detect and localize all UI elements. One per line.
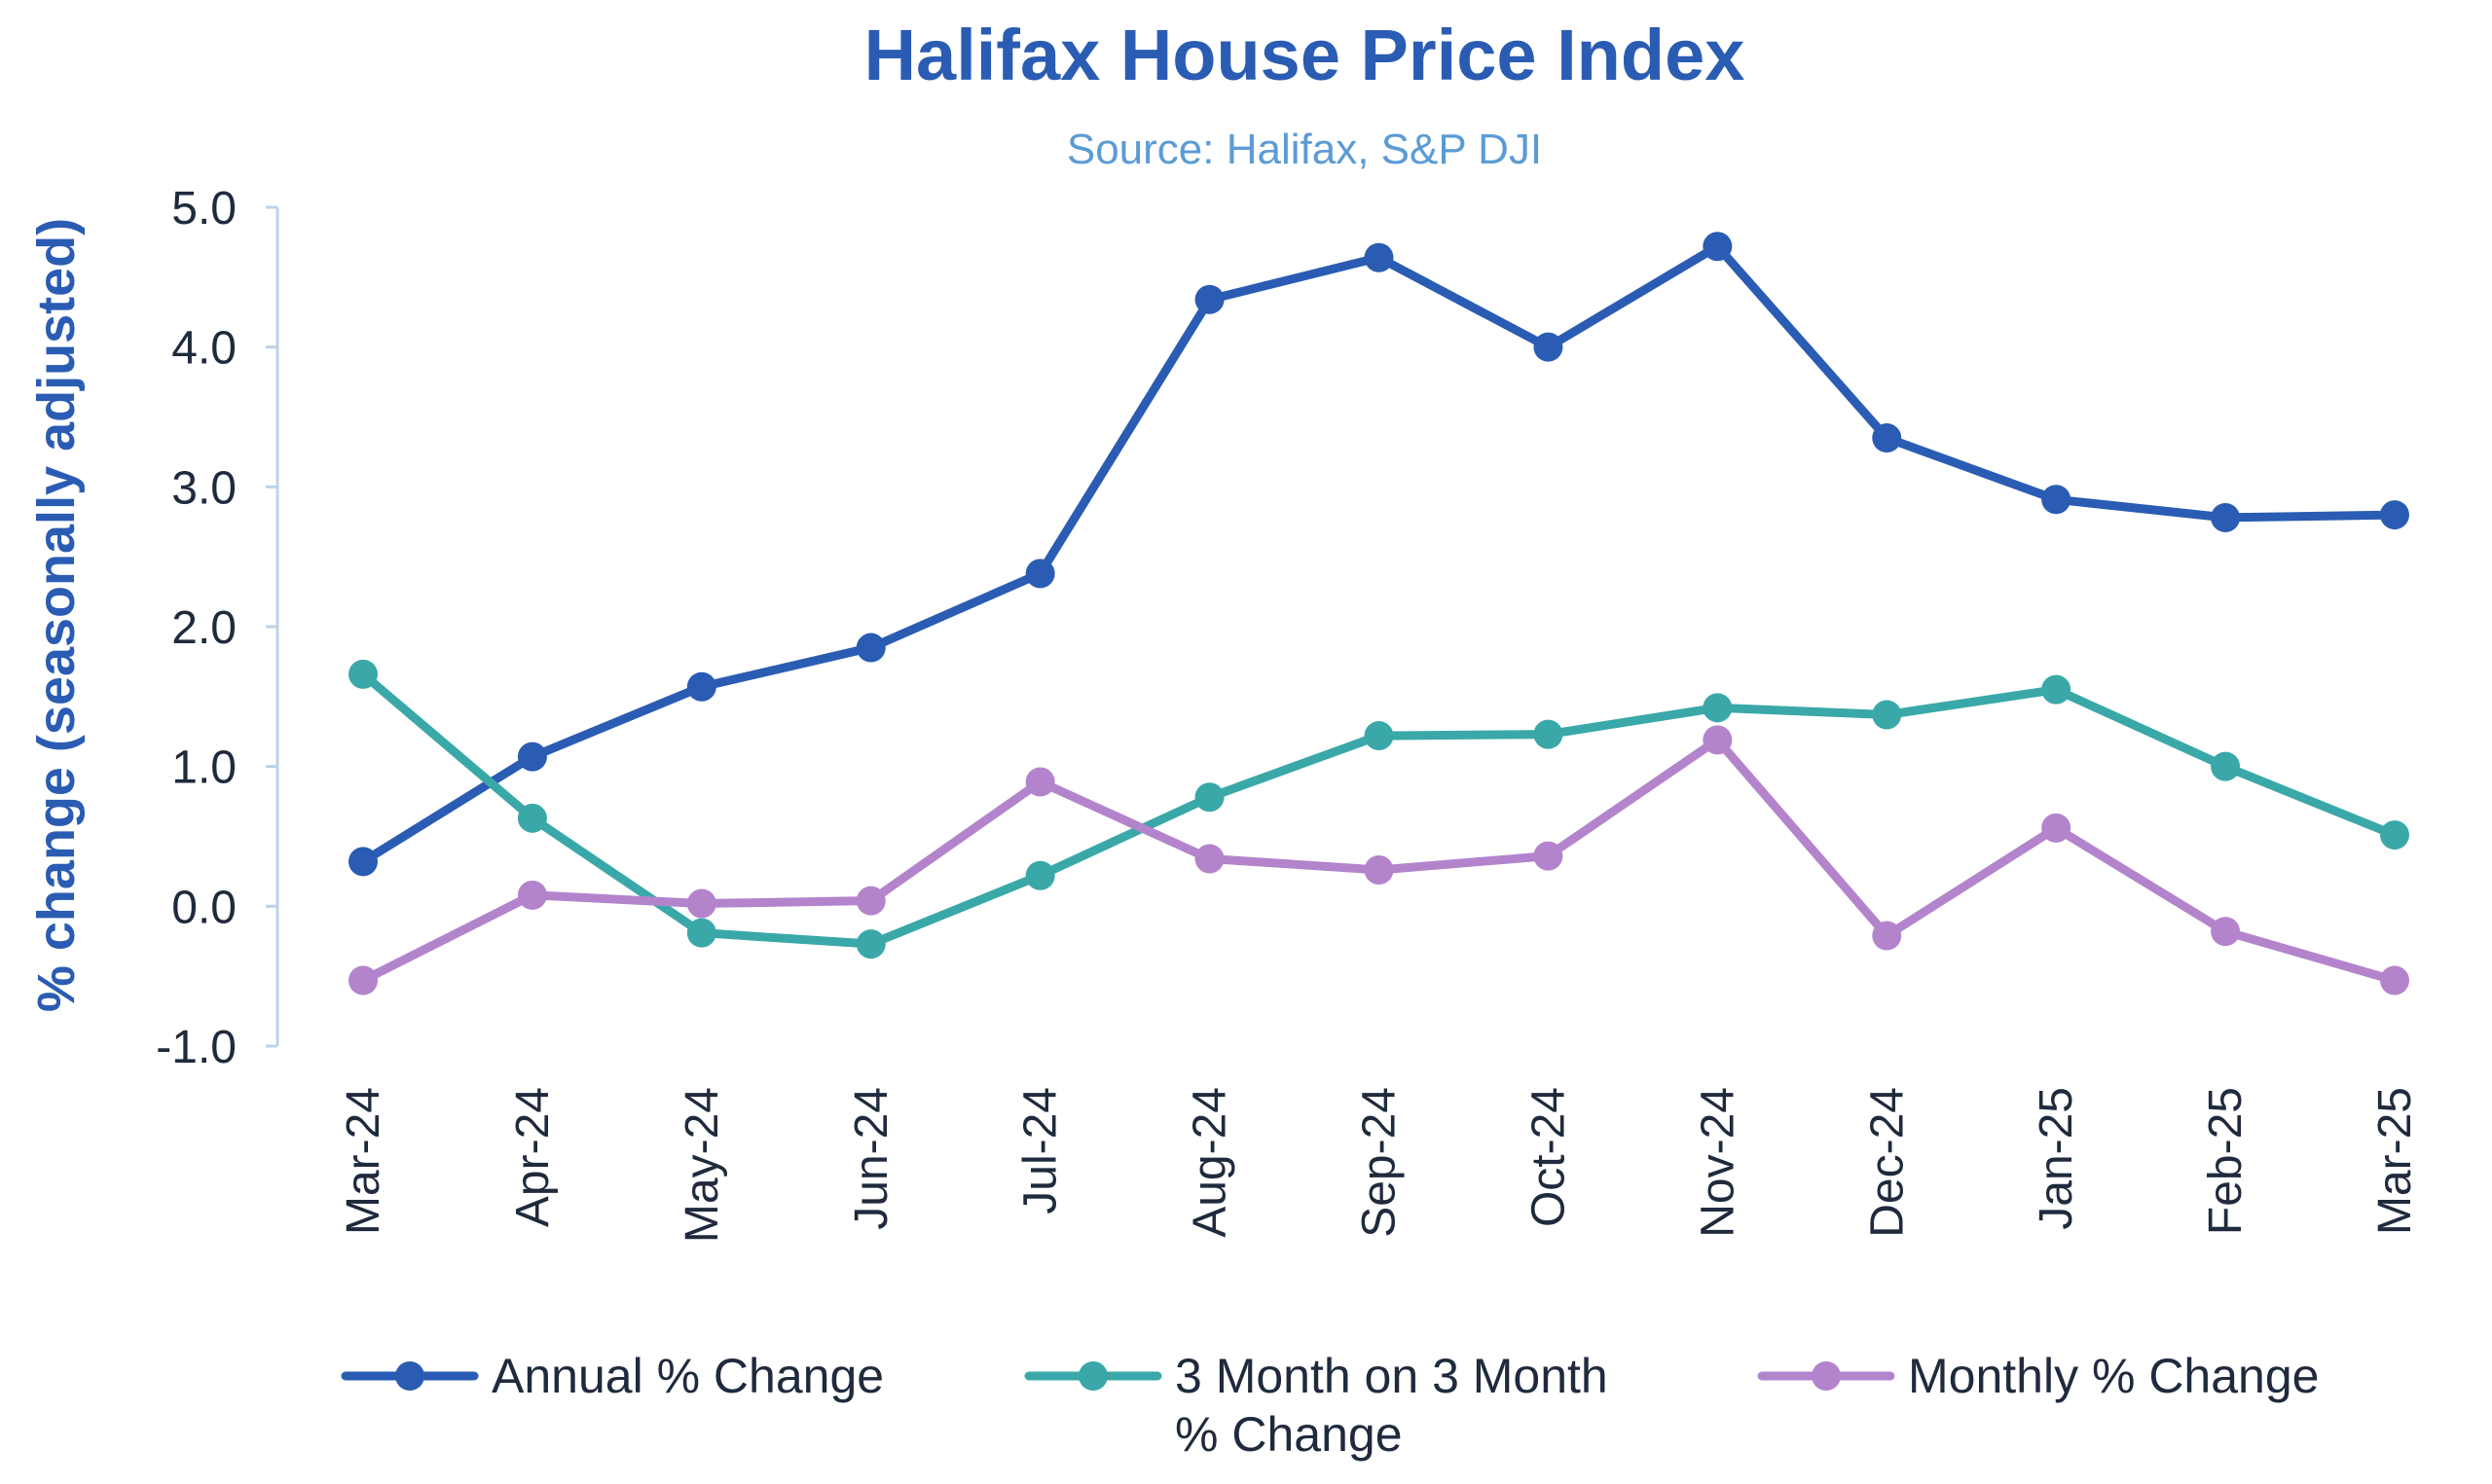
x-tick-label: Nov-24 xyxy=(1692,1087,1743,1238)
data-point xyxy=(1194,844,1225,874)
x-tick-label: Feb-25 xyxy=(2200,1087,2252,1235)
x-tick-label: Apr-24 xyxy=(507,1087,559,1227)
data-point xyxy=(1025,860,1055,890)
data-point xyxy=(1194,284,1225,314)
y-tick-label: 2.0 xyxy=(171,602,237,654)
data-point xyxy=(856,886,886,916)
data-point xyxy=(2380,500,2409,530)
data-point xyxy=(1025,767,1055,797)
data-point xyxy=(517,803,547,833)
chart-title: Halifax House Price Index xyxy=(864,15,1745,95)
data-point xyxy=(1872,921,1902,951)
x-tick-label: Oct-24 xyxy=(1522,1087,1574,1227)
legend-swatch-marker xyxy=(1079,1361,1108,1391)
legend-item: 3 Month on 3 Month% Change xyxy=(1024,1349,1608,1462)
data-point xyxy=(2380,820,2409,851)
data-point xyxy=(1364,721,1394,751)
series-layer xyxy=(348,232,2409,995)
chart-subtitle: Source: Halifax, S&P DJI xyxy=(1067,126,1542,173)
data-point xyxy=(1703,725,1733,755)
data-point xyxy=(348,847,378,877)
legend-label: Annual % Change xyxy=(492,1349,884,1403)
x-tick-label: Jun-24 xyxy=(846,1087,898,1230)
y-tick-label: 3.0 xyxy=(171,462,237,514)
data-point xyxy=(1872,423,1902,453)
legend-label: 3 Month on 3 Month xyxy=(1175,1349,1608,1403)
axes: 5.0 4.0 3.0 2.0 1.0 0.0 -1.0 Mar-24 Apr-24 May-24… xyxy=(156,183,2421,1243)
data-point xyxy=(517,880,547,910)
legend-item: Monthly % Change xyxy=(1757,1349,2319,1403)
data-point xyxy=(348,659,378,689)
data-point xyxy=(686,888,716,919)
data-point xyxy=(2211,917,2241,947)
series-2 xyxy=(348,659,2409,959)
y-axis-title: % change (seasonally adjusted) xyxy=(27,218,86,1012)
data-point xyxy=(1533,719,1563,749)
data-point xyxy=(2041,485,2071,515)
legend: Annual % Change 3 Month on 3 Month% Chang… xyxy=(341,1349,2319,1462)
data-point xyxy=(2041,674,2071,705)
x-tick-label: Sep-24 xyxy=(1354,1087,1406,1238)
y-tick-label: -1.0 xyxy=(156,1022,237,1073)
x-tick-label: May-24 xyxy=(677,1087,728,1243)
x-tick-label: Dec-24 xyxy=(1861,1087,1913,1238)
data-point xyxy=(1533,332,1563,362)
legend-swatch-marker xyxy=(1812,1361,1841,1391)
y-tick-label: 0.0 xyxy=(171,882,237,933)
data-point xyxy=(1703,232,1733,262)
y-tick-label: 4.0 xyxy=(171,323,237,375)
x-tick-label: Jan-25 xyxy=(2031,1087,2082,1230)
x-tick-label: Mar-25 xyxy=(2369,1087,2421,1235)
legend-label: Monthly % Change xyxy=(1908,1349,2319,1403)
data-point xyxy=(1364,854,1394,885)
data-point xyxy=(1703,693,1733,723)
legend-swatch-marker xyxy=(395,1361,424,1391)
series-1 xyxy=(348,232,2409,877)
data-point xyxy=(1364,242,1394,272)
data-point xyxy=(2211,502,2241,532)
legend-label: % Change xyxy=(1175,1407,1403,1462)
series-line xyxy=(358,241,2400,866)
data-point xyxy=(517,742,547,772)
data-point xyxy=(2211,751,2241,781)
data-point xyxy=(686,918,716,948)
data-point xyxy=(686,671,716,702)
y-tick-label: 1.0 xyxy=(171,742,237,794)
x-tick-label: Jul-24 xyxy=(1015,1087,1067,1214)
x-tick-label: Mar-24 xyxy=(338,1087,389,1235)
series-3 xyxy=(348,725,2409,995)
data-point xyxy=(2041,813,2071,843)
x-tick-label: Aug-24 xyxy=(1185,1087,1236,1238)
data-point xyxy=(1025,559,1055,589)
data-point xyxy=(856,929,886,959)
data-point xyxy=(348,965,378,995)
data-point xyxy=(2380,965,2409,995)
data-point xyxy=(1872,700,1902,730)
y-tick-label: 5.0 xyxy=(171,183,237,235)
data-point xyxy=(1533,841,1563,871)
legend-item: Annual % Change xyxy=(341,1349,884,1403)
data-point xyxy=(1194,782,1225,813)
data-point xyxy=(856,633,886,663)
